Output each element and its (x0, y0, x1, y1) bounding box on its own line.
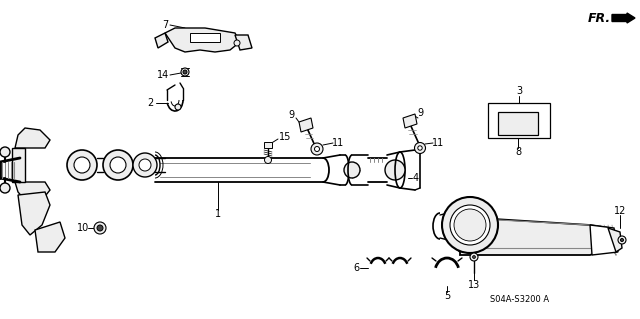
Text: 9: 9 (288, 110, 294, 120)
Text: 1: 1 (215, 209, 221, 219)
Text: S04A-S3200 A: S04A-S3200 A (490, 295, 549, 305)
Polygon shape (488, 103, 550, 138)
Circle shape (175, 104, 181, 110)
Polygon shape (18, 192, 50, 235)
Text: 9: 9 (417, 108, 423, 118)
Circle shape (450, 205, 490, 245)
Circle shape (344, 162, 360, 178)
Circle shape (94, 222, 106, 234)
Text: 8: 8 (515, 147, 521, 157)
Polygon shape (15, 128, 50, 148)
Circle shape (385, 160, 405, 180)
Text: 6: 6 (353, 263, 359, 273)
Text: 12: 12 (614, 206, 626, 216)
Circle shape (0, 147, 10, 157)
Circle shape (264, 157, 271, 164)
Circle shape (234, 40, 240, 46)
Circle shape (139, 159, 151, 171)
Circle shape (442, 197, 498, 253)
Circle shape (311, 143, 323, 155)
Polygon shape (155, 33, 168, 48)
Polygon shape (448, 213, 614, 255)
Text: 11: 11 (432, 138, 444, 148)
Circle shape (454, 209, 486, 241)
Text: 14: 14 (157, 70, 169, 80)
Circle shape (97, 225, 103, 231)
Polygon shape (264, 142, 272, 148)
Text: 7: 7 (162, 20, 168, 30)
Text: 11: 11 (332, 138, 344, 148)
Circle shape (183, 70, 187, 74)
Circle shape (0, 183, 10, 193)
Circle shape (110, 157, 126, 173)
Polygon shape (15, 182, 50, 200)
Circle shape (314, 146, 319, 152)
Circle shape (472, 256, 476, 258)
Polygon shape (190, 33, 220, 42)
Text: 4: 4 (413, 173, 419, 183)
Polygon shape (35, 222, 65, 252)
Text: 2: 2 (147, 98, 153, 108)
Circle shape (621, 239, 623, 241)
Polygon shape (590, 225, 618, 255)
Polygon shape (12, 148, 25, 182)
Text: 3: 3 (516, 86, 522, 96)
Text: 13: 13 (468, 280, 480, 290)
Circle shape (74, 157, 90, 173)
Circle shape (133, 153, 157, 177)
Text: 10: 10 (77, 223, 89, 233)
Text: 5: 5 (444, 291, 450, 301)
Polygon shape (498, 112, 538, 135)
Polygon shape (403, 114, 417, 128)
Circle shape (415, 143, 426, 153)
Text: FR.: FR. (588, 11, 611, 25)
Text: 15: 15 (279, 132, 291, 142)
Polygon shape (299, 118, 313, 132)
FancyArrow shape (612, 13, 635, 23)
Polygon shape (165, 28, 240, 52)
Circle shape (181, 68, 189, 76)
Circle shape (103, 150, 133, 180)
Circle shape (67, 150, 97, 180)
Circle shape (470, 253, 478, 261)
Circle shape (418, 146, 422, 150)
Circle shape (618, 236, 626, 244)
Polygon shape (608, 228, 622, 252)
Polygon shape (235, 35, 252, 50)
